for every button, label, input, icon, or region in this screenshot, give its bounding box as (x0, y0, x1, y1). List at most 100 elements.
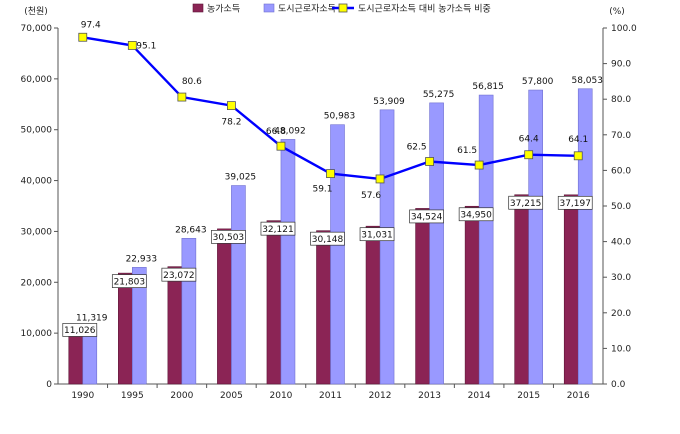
left-tick-label: 30,000 (21, 227, 53, 237)
farm-income-value-label: 37,197 (559, 199, 591, 209)
farm-income-value-label: 32,121 (262, 225, 294, 235)
legend-label-ratio: 도시근로자소득 대비 농가소득 비중 (358, 4, 491, 15)
bar-urban-worker-income (132, 267, 147, 385)
bar-urban-worker-income (231, 185, 246, 385)
bar-farm-income (514, 194, 529, 385)
bar-urban-worker-income (429, 102, 444, 385)
ratio-marker (177, 92, 187, 102)
ratio-marker (326, 169, 335, 179)
legend-swatch-urban (263, 3, 275, 13)
legend-label-farm: 농가소득 (207, 4, 240, 15)
ratio-value-label: 62.5 (407, 143, 427, 153)
farm-income-label-box (508, 195, 544, 210)
ratio-value-label: 66.8 (266, 127, 286, 137)
left-tick-label: 70,000 (21, 24, 53, 34)
bar-farm-income (118, 272, 133, 385)
farm-income-label-box (557, 195, 593, 210)
urban-income-value-label: 39,025 (225, 173, 257, 183)
farm-income-value-label: 21,803 (114, 277, 146, 287)
x-tick-label: 1990 (71, 391, 94, 401)
x-tick-label: 2000 (170, 391, 193, 401)
urban-income-value-label: 53,909 (373, 97, 405, 107)
left-tick-label: 20,000 (21, 278, 53, 288)
urban-income-value-label: 28,643 (175, 225, 207, 235)
right-tick-label: 20.0 (611, 309, 631, 319)
ratio-line (78, 32, 583, 184)
farm-income-label-box (211, 230, 246, 244)
ratio-marker (573, 151, 583, 161)
right-tick-label: 100.0 (611, 24, 637, 34)
x-tick-label: 2016 (567, 391, 590, 401)
bar-farm-income (266, 220, 282, 385)
farm-income-value-label: 11,026 (64, 326, 96, 336)
right-tick-label: 80.0 (611, 95, 631, 105)
x-tick-label: 2005 (220, 391, 243, 401)
bar-farm-income (365, 225, 381, 385)
farm-income-value-label: 30,148 (312, 235, 344, 245)
farm-income-value-label: 37,215 (510, 199, 542, 209)
ratio-value-label: 97.4 (81, 20, 101, 30)
urban-income-value-label: 57,800 (522, 77, 554, 87)
urban-income-value-label: 22,933 (126, 254, 158, 264)
ratio-marker (127, 41, 137, 50)
farm-income-value-label: 23,072 (163, 271, 195, 281)
farm-income-value-label: 34,524 (411, 213, 443, 223)
right-tick-label: 60.0 (611, 166, 631, 176)
ratio-marker (78, 32, 88, 42)
bars (68, 88, 593, 385)
ratio-marker (524, 150, 534, 160)
right-axis-unit: (%) (609, 7, 625, 17)
bar-urban-worker-income (181, 238, 197, 385)
bar-farm-income (464, 205, 480, 385)
right-tick-label: 10.0 (611, 344, 631, 354)
bar-farm-income (415, 208, 430, 385)
left-tick-label: 60,000 (21, 75, 53, 85)
ratio-marker (276, 141, 286, 151)
farm-income-label-box (310, 231, 345, 246)
left-tick-label: 0 (46, 380, 52, 390)
farm-income-value-label: 30,503 (213, 233, 245, 243)
farm-income-value-label: 31,031 (361, 230, 393, 240)
right-tick-label: 40.0 (611, 238, 631, 248)
right-tick-label: 50.0 (611, 202, 631, 212)
ratio-marker (227, 101, 236, 111)
bar-urban-worker-income (577, 88, 593, 385)
ratio-value-label: 78.2 (221, 118, 241, 128)
x-tick-label: 2010 (270, 391, 293, 401)
bar-farm-income (217, 228, 232, 385)
urban-income-value-label: 48,092 (274, 126, 306, 136)
farm-income-label-box (409, 209, 444, 224)
left-tick-label: 50,000 (21, 126, 53, 136)
ratio-value-label: 64.1 (568, 135, 588, 145)
ratio-value-label: 64.4 (519, 135, 539, 145)
ratio-marker (474, 160, 484, 170)
urban-income-value-label: 11,319 (76, 313, 108, 323)
farm-income-label-box (111, 274, 147, 288)
ratio-value-label: 80.6 (182, 77, 202, 87)
bar-farm-income (167, 266, 183, 385)
axes: 0 10,000 20,000 30,000 40,000 50,000 60,000 70,… (21, 6, 638, 401)
farm-income-value-label: 34,950 (460, 211, 492, 221)
ratio-value-label: 61.5 (457, 146, 477, 156)
urban-income-value-label: 50,983 (324, 112, 356, 122)
x-tick-label: 2013 (418, 391, 441, 401)
urban-income-value-label: 55,275 (423, 90, 455, 100)
x-tick-label: 2014 (468, 391, 491, 401)
legend-swatch-farm (192, 3, 204, 13)
farm-income-label-box (62, 323, 98, 337)
x-tick-label: 2012 (369, 391, 392, 401)
farm-income-label-box (359, 227, 395, 242)
ratio-value-label: 57.6 (361, 191, 381, 201)
ratio-value-label: 95.1 (136, 41, 156, 51)
ratio-marker (425, 157, 434, 166)
right-tick-label: 30.0 (611, 273, 631, 283)
urban-income-value-label: 58,053 (571, 76, 603, 86)
ratio-marker (375, 174, 385, 184)
bar-farm-income (316, 230, 331, 385)
farm-income-label-box (161, 267, 197, 282)
bar-farm-income (563, 194, 579, 385)
x-tick-label: 2015 (517, 391, 540, 401)
bar-urban-worker-income (478, 94, 494, 385)
right-tick-label: 90.0 (611, 60, 631, 70)
